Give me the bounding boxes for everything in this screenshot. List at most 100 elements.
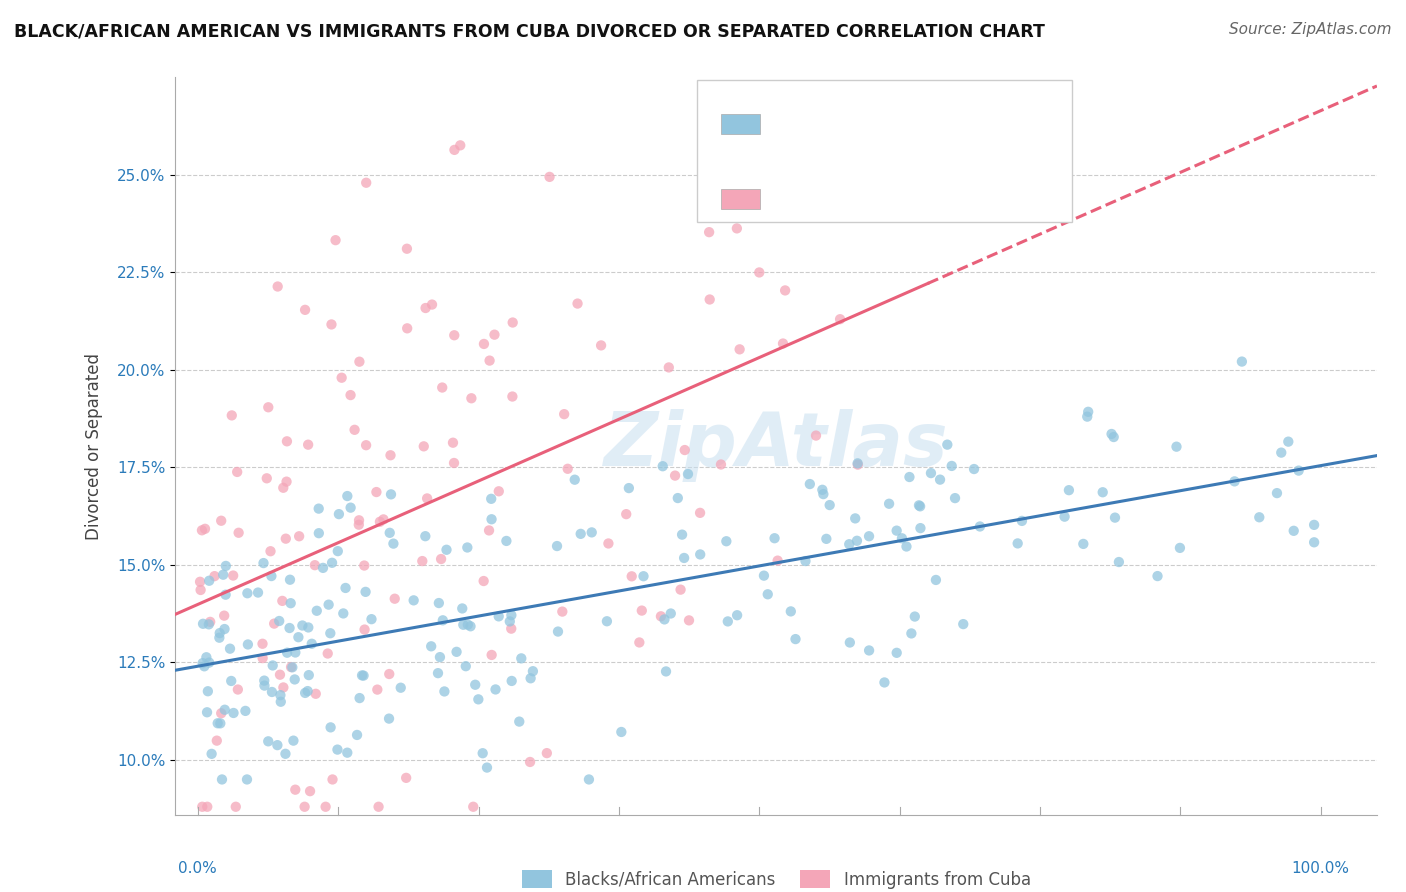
Point	[553, 407, 575, 421]
Point	[191, 524, 214, 538]
Point	[219, 641, 242, 656]
Point	[547, 624, 569, 639]
Point	[259, 544, 281, 558]
Point	[257, 734, 280, 748]
Point	[502, 316, 524, 330]
Point	[301, 637, 323, 651]
Point	[481, 512, 503, 526]
Point	[488, 609, 510, 624]
Point	[499, 615, 522, 629]
Point	[197, 684, 219, 698]
Point	[278, 573, 301, 587]
Point	[671, 527, 693, 541]
Point	[354, 585, 377, 599]
Point	[283, 733, 305, 747]
Point	[325, 233, 347, 247]
Point	[453, 617, 475, 632]
Point	[920, 466, 942, 480]
Point	[752, 568, 775, 582]
Point	[349, 354, 371, 368]
Point	[536, 746, 558, 760]
Point	[581, 525, 603, 540]
Point	[890, 531, 912, 545]
Point	[343, 423, 366, 437]
Point	[368, 515, 391, 529]
Point	[654, 612, 676, 626]
Point	[221, 409, 243, 423]
Point	[354, 438, 377, 452]
Y-axis label: Divorced or Separated: Divorced or Separated	[86, 352, 103, 540]
Point	[208, 631, 231, 645]
Point	[198, 574, 221, 588]
Point	[291, 618, 314, 632]
Point	[766, 554, 789, 568]
Point	[253, 679, 276, 693]
Point	[326, 544, 349, 558]
Point	[269, 614, 291, 628]
Point	[456, 541, 478, 555]
Point	[276, 646, 298, 660]
Point	[1249, 510, 1271, 524]
Point	[287, 630, 309, 644]
Point	[222, 568, 245, 582]
Point	[1277, 434, 1299, 449]
Point	[617, 481, 640, 495]
Point	[411, 554, 433, 568]
Point	[256, 471, 278, 485]
Point	[1282, 524, 1305, 538]
Point	[384, 591, 406, 606]
Point	[1077, 405, 1099, 419]
Point	[262, 658, 284, 673]
Point	[457, 617, 479, 632]
Point	[443, 328, 465, 343]
Point	[247, 585, 270, 599]
Point	[596, 614, 619, 628]
Point	[481, 648, 503, 662]
Point	[620, 569, 643, 583]
Point	[703, 196, 725, 211]
Point	[321, 772, 343, 787]
Text: 0.0%: 0.0%	[179, 862, 217, 876]
Point	[318, 598, 340, 612]
Point	[846, 533, 869, 548]
Point	[495, 533, 517, 548]
Point	[236, 586, 259, 600]
Point	[828, 312, 851, 326]
Point	[214, 588, 236, 602]
Point	[316, 647, 339, 661]
Point	[591, 338, 613, 352]
Point	[308, 501, 330, 516]
Point	[479, 491, 502, 506]
Point	[284, 646, 307, 660]
Point	[366, 485, 388, 500]
Point	[415, 529, 437, 543]
Point	[236, 637, 259, 651]
Point	[519, 671, 541, 685]
Point	[1057, 483, 1080, 498]
Point	[416, 491, 439, 506]
Point	[304, 558, 326, 573]
Point	[191, 616, 214, 631]
Point	[209, 716, 232, 731]
Point	[198, 656, 221, 670]
Point	[936, 437, 959, 451]
Point	[274, 532, 297, 546]
Point	[195, 799, 218, 814]
Point	[270, 695, 292, 709]
Point	[1104, 510, 1126, 524]
Point	[266, 279, 288, 293]
Point	[1230, 354, 1253, 368]
Text: 100.0%: 100.0%	[1292, 862, 1350, 876]
Point	[886, 524, 908, 538]
Point	[564, 473, 586, 487]
Point	[877, 497, 900, 511]
Point	[1108, 555, 1130, 569]
Point	[785, 632, 807, 646]
Point	[299, 784, 322, 798]
Point	[673, 551, 696, 566]
Point	[915, 128, 938, 143]
Point	[380, 487, 402, 501]
Point	[610, 725, 633, 739]
Point	[335, 581, 357, 595]
Point	[252, 637, 274, 651]
